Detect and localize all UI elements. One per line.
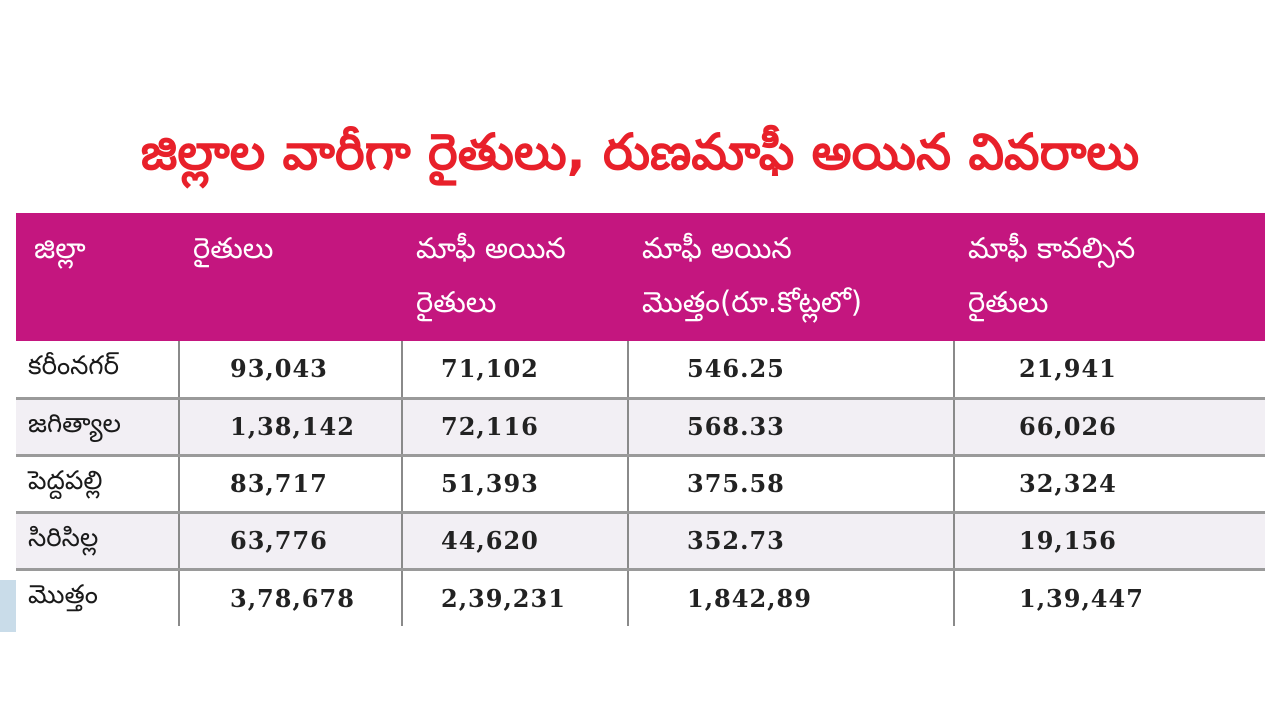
cell-waived-farmers: 72,116 [402,398,629,457]
cell-pending-farmers: 66,026 [954,398,1265,457]
header-line: మొత్తం(రూ.కోట్లలో) [642,285,863,319]
header-pending-farmers: మాఫీ కావల్సిన రైతులు [954,213,1265,341]
left-accent-bar [0,580,16,632]
header-line: జిల్లా [34,231,86,265]
cell-pending-farmers: 32,324 [954,455,1265,514]
header-line: మాఫీ కావల్సిన [968,231,1136,265]
table-row: సిరిసిల్ల 63,776 44,620 352.73 19,156 [16,512,1265,571]
page-title: జిల్లాల వారీగా రైతులు, రుణమాఫీ అయిన వివర… [140,123,1140,181]
table-row: కరీంనగర్ 93,043 71,102 546.25 21,941 [16,341,1265,400]
header-waived-amount: మాఫీ అయిన మొత్తం(రూ.కోట్లలో) [628,213,954,341]
header-line: మాఫీ అయిన [642,231,792,265]
cell-waived-farmers: 2,39,231 [402,569,629,626]
cell-total-label: మొత్తం [16,569,180,626]
cell-district: సిరిసిల్ల [16,512,180,571]
table-header-row: జిల్లా రైతులు మాఫీ అయిన రైతులు మాఫీ అయిన… [16,213,1265,341]
header-line: రైతులు [968,285,1049,319]
cell-pending-farmers: 19,156 [954,512,1265,571]
cell-pending-farmers: 21,941 [954,341,1265,400]
cell-waived-amount: 1,842,89 [628,569,955,626]
cell-farmers: 3,78,678 [179,569,403,626]
cell-farmers: 93,043 [179,341,403,400]
table-row: పెద్దపల్లి 83,717 51,393 375.58 32,324 [16,455,1265,514]
cell-waived-amount: 352.73 [628,512,955,571]
cell-farmers: 63,776 [179,512,403,571]
cell-waived-amount: 375.58 [628,455,955,514]
cell-pending-farmers: 1,39,447 [954,569,1265,626]
cell-waived-farmers: 71,102 [402,341,629,400]
header-line: మాఫీ అయిన [416,231,566,265]
header-waived-farmers: మాఫీ అయిన రైతులు [402,213,628,341]
cell-waived-amount: 568.33 [628,398,955,457]
cell-district: పెద్దపల్లి [16,455,180,514]
header-farmers: రైతులు [179,213,402,341]
cell-waived-farmers: 44,620 [402,512,629,571]
table-row: జగిత్యాల 1,38,142 72,116 568.33 66,026 [16,398,1265,457]
header-line: రైతులు [416,285,497,319]
cell-district: జగిత్యాల [16,398,180,457]
cell-farmers: 1,38,142 [179,398,403,457]
table-total-row: మొత్తం 3,78,678 2,39,231 1,842,89 1,39,4… [16,569,1265,626]
district-loan-waiver-table: జిల్లా రైతులు మాఫీ అయిన రైతులు మాఫీ అయిన… [16,213,1265,626]
header-line: రైతులు [193,231,274,265]
cell-waived-amount: 546.25 [628,341,955,400]
header-district: జిల్లా [16,213,179,341]
cell-farmers: 83,717 [179,455,403,514]
cell-district: కరీంనగర్ [16,341,180,400]
cell-waived-farmers: 51,393 [402,455,629,514]
